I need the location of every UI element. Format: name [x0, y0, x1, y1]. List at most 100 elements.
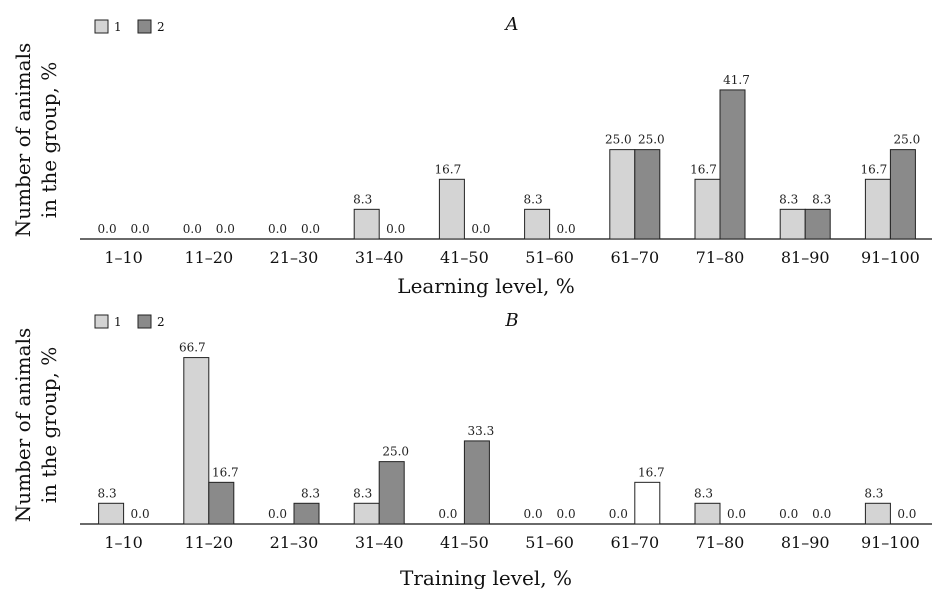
value-label: 0.0	[268, 222, 287, 236]
value-label: 0.0	[897, 507, 916, 521]
tick-label: 51–60	[525, 248, 574, 267]
value-label: 66.7	[179, 341, 206, 355]
value-label: 0.0	[609, 507, 628, 521]
tick-label: 31–40	[355, 248, 404, 267]
x-axis-label: Training level, %	[400, 566, 572, 589]
value-label: 0.0	[524, 507, 543, 521]
bar-series1-8	[779, 208, 806, 240]
value-label: 16.7	[690, 162, 717, 176]
value-label: 8.3	[524, 192, 543, 206]
y-axis-label-line: in the group, %	[37, 347, 61, 504]
bar-series2-6	[634, 149, 661, 240]
tick-label: 11–20	[184, 248, 233, 267]
tick-label: 81–90	[781, 533, 830, 552]
bar-series1-1	[183, 357, 210, 525]
tick-label: 21–30	[270, 248, 319, 267]
legend-label-1: 1	[114, 315, 122, 329]
bar-series2-7	[719, 89, 746, 240]
bar-series2-9	[889, 149, 916, 240]
value-label: 8.3	[301, 486, 320, 500]
value-label: 16.7	[861, 162, 888, 176]
value-label: 8.3	[353, 486, 372, 500]
value-label: 0.0	[301, 222, 320, 236]
legend-swatch-1	[94, 19, 109, 34]
value-label: 0.0	[386, 222, 405, 236]
legend-label-1: 1	[114, 20, 122, 34]
tick-label: 21–30	[270, 533, 319, 552]
value-label: 8.3	[98, 486, 117, 500]
value-label: 41.7	[723, 73, 750, 87]
bar-series2-6	[634, 481, 661, 525]
value-label: 25.0	[382, 445, 409, 459]
value-label: 25.0	[638, 133, 665, 147]
bar-series2-4	[463, 440, 490, 525]
value-label: 0.0	[438, 507, 457, 521]
legend-swatch-2	[137, 314, 152, 329]
value-label: 0.0	[183, 222, 202, 236]
value-label: 0.0	[216, 222, 235, 236]
tick-label: 51–60	[525, 533, 574, 552]
value-label: 0.0	[131, 222, 150, 236]
x-axis-label: Learning level, %	[397, 274, 574, 298]
value-label: 8.3	[812, 192, 831, 206]
bar-series1-3	[353, 208, 380, 240]
value-label: 0.0	[268, 507, 287, 521]
tick-label: 71–80	[696, 533, 745, 552]
value-label: 25.0	[605, 133, 632, 147]
panel-B: 8.3 0.0 1–10 66.7 16.7 11–20 0.0 8.3 21–30 8.3 25.…	[11, 310, 932, 589]
value-label: 8.3	[864, 486, 883, 500]
bar-series2-1	[208, 481, 235, 525]
tick-label: 91–100	[861, 533, 920, 552]
panel-title: A	[504, 14, 519, 35]
value-label: 0.0	[471, 222, 490, 236]
bar-series1-7	[694, 178, 721, 240]
bar-series2-8	[804, 208, 831, 240]
value-label: 0.0	[727, 507, 746, 521]
y-axis-label-line: Number of animals	[11, 328, 35, 522]
tick-label: 1–10	[104, 248, 143, 267]
value-label: 16.7	[435, 162, 462, 176]
value-label: 16.7	[638, 465, 665, 479]
y-axis-label: Number of animals in the group, %	[11, 328, 61, 522]
value-label: 33.3	[468, 424, 495, 438]
value-label: 8.3	[779, 192, 798, 206]
y-axis-label: Number of animals in the group, %	[11, 43, 61, 237]
legend-label-2: 2	[157, 315, 165, 329]
panel-title: B	[504, 310, 518, 331]
value-label: 0.0	[812, 507, 831, 521]
legend-label-2: 2	[157, 20, 165, 34]
bar-series1-3	[353, 502, 380, 525]
panel-A: 0.0 0.0 1–10 0.0 0.0 11–20 0.0 0.0 21–30 8.3 0.0 31…	[11, 14, 932, 298]
value-label: 0.0	[98, 222, 117, 236]
tick-label: 1–10	[104, 533, 143, 552]
tick-label: 61–70	[610, 533, 659, 552]
bar-series1-9	[864, 502, 891, 525]
tick-label: 71–80	[696, 248, 745, 267]
tick-label: 61–70	[610, 248, 659, 267]
tick-label: 11–20	[184, 533, 233, 552]
y-axis-label-line: in the group, %	[37, 62, 61, 219]
bar-series1-7	[694, 502, 721, 525]
value-label: 0.0	[557, 222, 576, 236]
value-label: 25.0	[894, 133, 921, 147]
value-label: 16.7	[212, 465, 239, 479]
bar-series1-4	[438, 178, 465, 240]
value-label: 8.3	[694, 486, 713, 500]
tick-label: 31–40	[355, 533, 404, 552]
value-label: 0.0	[131, 507, 150, 521]
tick-label: 41–50	[440, 248, 489, 267]
bar-series1-6	[609, 149, 636, 240]
value-label: 0.0	[557, 507, 576, 521]
bar-series1-9	[864, 178, 891, 240]
value-label: 8.3	[353, 192, 372, 206]
bar-series2-2	[293, 502, 320, 525]
legend-swatch-2	[137, 19, 152, 34]
bar-series2-3	[378, 461, 405, 525]
bar-series1-0	[98, 502, 125, 525]
tick-label: 81–90	[781, 248, 830, 267]
y-axis-label-line: Number of animals	[11, 43, 35, 237]
value-label: 0.0	[779, 507, 798, 521]
